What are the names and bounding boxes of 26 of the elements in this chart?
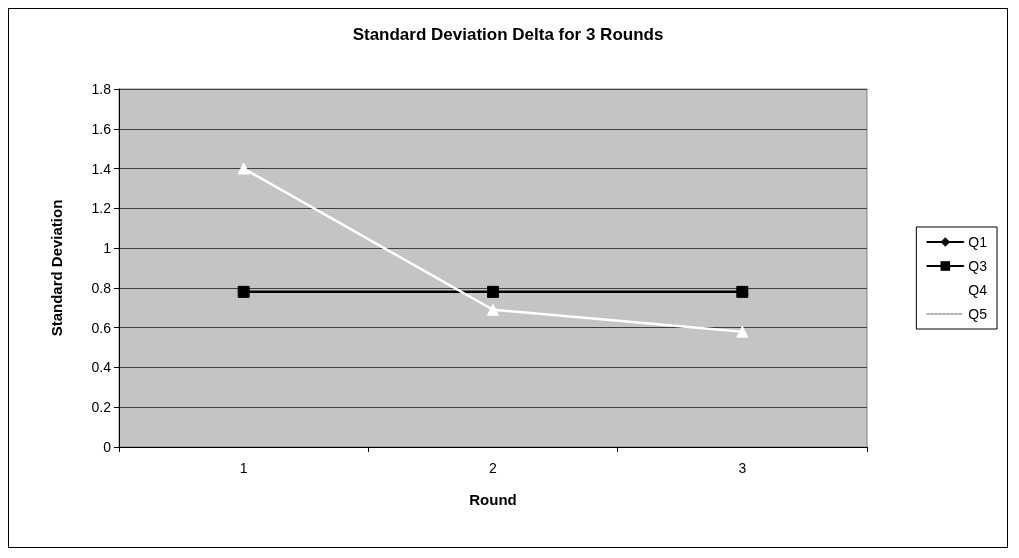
point — [487, 285, 499, 298]
text: Q4 — [968, 282, 988, 298]
point — [736, 325, 749, 338]
y-tick-label: 1.2 — [91, 200, 112, 217]
y-tick-label: 0.4 — [91, 359, 112, 376]
x-tick-label: 1 — [239, 460, 248, 476]
y-tick-label: 0.8 — [91, 279, 112, 296]
chart-title: Standard Deviation Delta for 3 Rounds — [352, 25, 664, 44]
point — [487, 303, 499, 316]
y-tick-label: 0.2 — [91, 399, 112, 416]
x-axis-title: Round — [469, 491, 517, 508]
y-axis-title: Standard Deviation — [48, 199, 65, 337]
y-tick-label: 0 — [103, 439, 112, 455]
y-tick-label: 1.4 — [91, 160, 112, 177]
y-tick-label: 1 — [103, 240, 112, 257]
point — [237, 162, 250, 175]
x-tick-label: 2 — [489, 460, 498, 476]
point — [736, 285, 749, 298]
y-tick-label: 1.8 — [91, 81, 112, 97]
legend-label: Q3 — [968, 258, 988, 274]
legend-label: Q5 — [968, 306, 988, 322]
legend-label: Q1 — [968, 234, 988, 250]
y-tick-label: 1.6 — [91, 120, 112, 137]
x-tick-label: 3 — [738, 460, 747, 476]
y-tick-label: 0.6 — [91, 319, 112, 336]
point — [237, 285, 250, 298]
